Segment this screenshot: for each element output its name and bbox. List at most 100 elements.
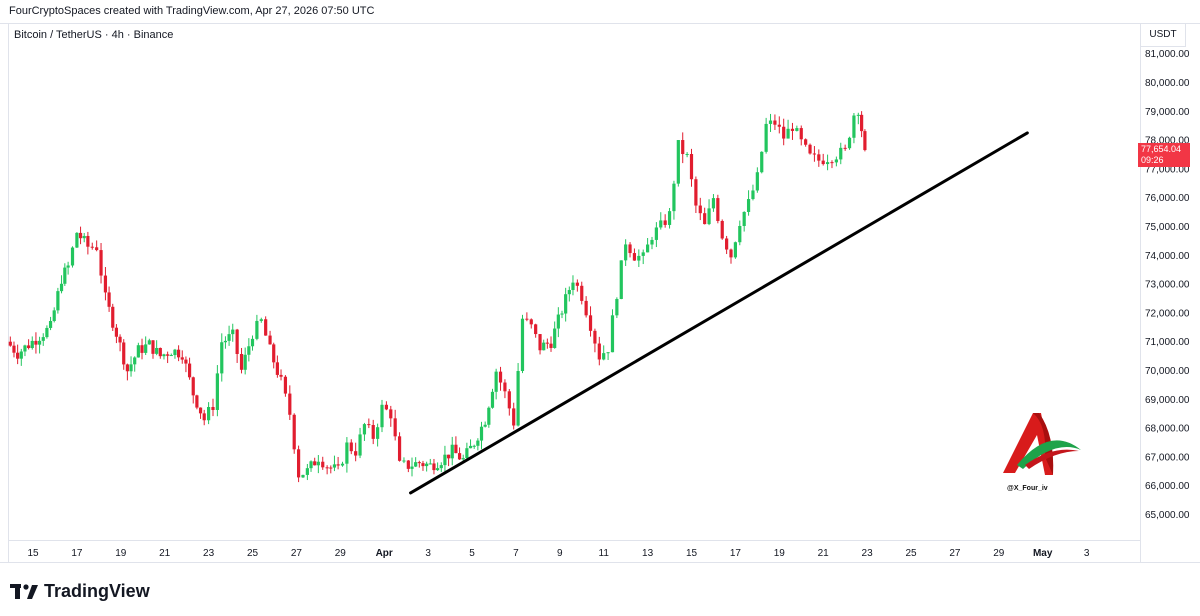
price-axis-labels: 65,000.00 66,000.00 67,000.00 68,000.00 69,0… (1145, 49, 1190, 521)
tradingview-brand[interactable]: TradingView (10, 581, 150, 602)
candle-body (751, 190, 755, 200)
candle-body (790, 128, 795, 131)
candle-body (180, 357, 184, 360)
candle-body (821, 160, 825, 165)
header-title: FourCryptoSpaces created with TradingVie… (9, 5, 375, 17)
candle-body (593, 330, 597, 344)
candle-body (162, 354, 166, 357)
chart-pane[interactable] (8, 24, 1141, 562)
time-tick-label: 27 (949, 548, 961, 559)
time-tick-label: 15 (27, 548, 39, 559)
time-axis-border (8, 540, 1140, 541)
candle-body (520, 318, 525, 372)
candle-body (349, 442, 353, 452)
candle-body (41, 337, 45, 341)
currency-label[interactable]: USDT (1140, 24, 1186, 47)
candle-body (615, 298, 619, 316)
candle-body (839, 147, 843, 160)
candle-body (264, 319, 268, 336)
candle-body (580, 285, 584, 301)
candle-body (825, 162, 830, 165)
candle-body (628, 244, 632, 254)
candle-body (288, 393, 292, 415)
support-trendline[interactable] (409, 131, 1029, 495)
time-tick-label: 29 (335, 548, 347, 559)
candle-body (184, 359, 188, 364)
candle-body (711, 198, 716, 209)
candle-body (380, 404, 384, 428)
candlestick-chart[interactable]: 65,000.00 66,000.00 67,000.00 68,000.00 69,0… (0, 0, 1200, 562)
candle-body (479, 426, 484, 441)
candle-body (646, 244, 650, 253)
candle-body (367, 424, 371, 426)
candle-body (191, 377, 195, 396)
candle-body (8, 341, 12, 346)
time-tick-label: 29 (993, 548, 1005, 559)
candle-body (305, 468, 309, 475)
candle-body (397, 436, 402, 461)
candle-body (129, 364, 133, 372)
candle-body (720, 220, 724, 239)
time-tick-label: 7 (513, 548, 519, 559)
candle-body (215, 373, 219, 410)
candle-body (279, 374, 283, 377)
candle-body (340, 463, 345, 466)
candle-body (786, 128, 790, 139)
time-tick-label: May (1033, 548, 1053, 559)
candle-body (86, 235, 90, 247)
candle-body (650, 239, 654, 245)
candle-body (402, 460, 406, 462)
candle-body (795, 128, 799, 131)
candle-body (494, 371, 498, 392)
candle-body (275, 362, 279, 375)
candle-body (654, 227, 658, 240)
time-tick-label: 3 (1084, 548, 1090, 559)
candle-body (316, 461, 320, 466)
candle-body (549, 343, 553, 348)
candle-body (111, 306, 115, 328)
price-tick-label: 65,000.00 (1145, 510, 1190, 521)
candle-body (768, 120, 773, 124)
candle-body (689, 154, 694, 180)
candle-body (12, 345, 16, 353)
candle-body (597, 343, 601, 360)
candle-body (588, 315, 593, 331)
candle-body (852, 115, 856, 138)
candle-body (155, 347, 159, 354)
time-tick-label: 13 (642, 548, 654, 559)
symbol-info[interactable]: Bitcoin / TetherUS · 4h · Binance (14, 29, 174, 41)
candle-body (376, 427, 380, 439)
price-tick-label: 77,000.00 (1145, 164, 1190, 175)
candle-body (82, 235, 86, 239)
candle-body (235, 329, 239, 354)
candle-body (676, 140, 680, 184)
candle-body (78, 232, 83, 239)
candle-body (454, 444, 458, 454)
candle-body (571, 282, 575, 291)
price-tick-label: 71,000.00 (1145, 337, 1190, 348)
candle-body (525, 318, 529, 320)
time-tick-label: 15 (686, 548, 698, 559)
price-tick-label: 68,000.00 (1145, 424, 1190, 435)
candle-body (843, 147, 847, 149)
candle-body (760, 151, 764, 173)
candle-body (659, 220, 663, 228)
candle-body (95, 247, 99, 251)
candle-body (782, 126, 786, 139)
time-tick-label: 19 (115, 548, 127, 559)
candle-body (220, 342, 224, 374)
candle-body (362, 424, 367, 435)
candle-body (140, 345, 144, 353)
price-tick-label: 75,000.00 (1145, 222, 1190, 233)
watermark-handle: @X_Four_iv (1007, 485, 1048, 492)
candle-body (198, 407, 203, 414)
time-tick-label: 23 (203, 548, 215, 559)
candle-body (169, 355, 173, 357)
candle-body (16, 352, 20, 359)
candle-body (66, 265, 70, 268)
candle-body (421, 463, 425, 467)
candle-body (863, 131, 867, 151)
chart-header: FourCryptoSpaces created with TradingVie… (0, 0, 1200, 24)
candle-body (425, 463, 429, 467)
candle-body (118, 336, 122, 343)
